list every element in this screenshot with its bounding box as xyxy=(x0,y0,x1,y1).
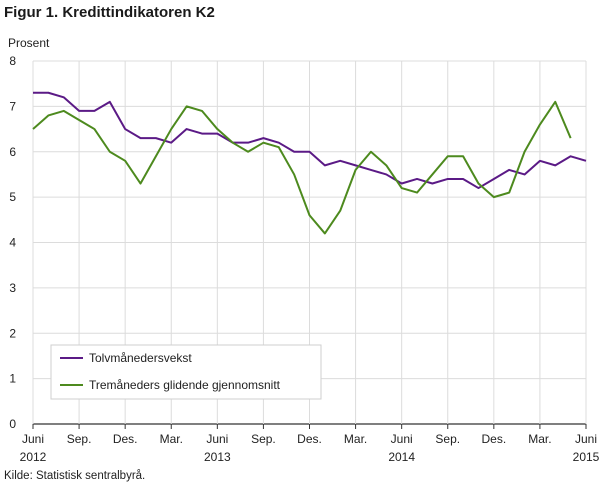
x-tick-year-label: 2012 xyxy=(20,450,47,464)
x-tick-label: Juni xyxy=(575,432,597,446)
y-tick-label: 7 xyxy=(9,99,16,113)
x-tick-label: Juni xyxy=(206,432,228,446)
y-tick-label: 0 xyxy=(9,417,16,431)
x-tick-label: Mar. xyxy=(528,432,551,446)
x-tick-label: Des. xyxy=(297,432,322,446)
legend-box xyxy=(50,344,322,400)
x-tick-year-label: 2013 xyxy=(204,450,231,464)
x-tick-label: Juni xyxy=(22,432,44,446)
legend-label-1: Tolvmånedersvekst xyxy=(89,351,192,365)
x-tick-year-label: 2014 xyxy=(388,450,415,464)
x-tick-label: Sep. xyxy=(67,432,92,446)
y-tick-label: 8 xyxy=(9,54,16,68)
x-tick-label: Mar. xyxy=(160,432,183,446)
x-tick-label: Sep. xyxy=(251,432,276,446)
x-tick-year-label: 2015 xyxy=(573,450,600,464)
y-tick-label: 6 xyxy=(9,145,16,159)
y-tick-label: 3 xyxy=(9,281,16,295)
series-line-2 xyxy=(32,100,572,235)
source-note: Kilde: Statistisk sentralbyrå. xyxy=(4,470,146,482)
x-tick-label: Mar. xyxy=(344,432,367,446)
x-tick-label: Des. xyxy=(481,432,506,446)
x-tick-label: Des. xyxy=(113,432,138,446)
legend-label-2: Tremåneders glidende gjennomsnitt xyxy=(89,378,281,392)
y-tick-label: 5 xyxy=(9,190,16,204)
y-tick-label: 4 xyxy=(9,236,16,250)
y-axis-title: Prosent xyxy=(8,36,50,50)
chart-title: Figur 1. Kredittindikatoren K2 xyxy=(4,4,215,21)
y-tick-label: 2 xyxy=(9,326,16,340)
x-tick-label: Sep. xyxy=(435,432,460,446)
series-line-1 xyxy=(33,91,587,190)
y-tick-label: 1 xyxy=(9,372,16,386)
x-tick-label: Juni xyxy=(391,432,413,446)
